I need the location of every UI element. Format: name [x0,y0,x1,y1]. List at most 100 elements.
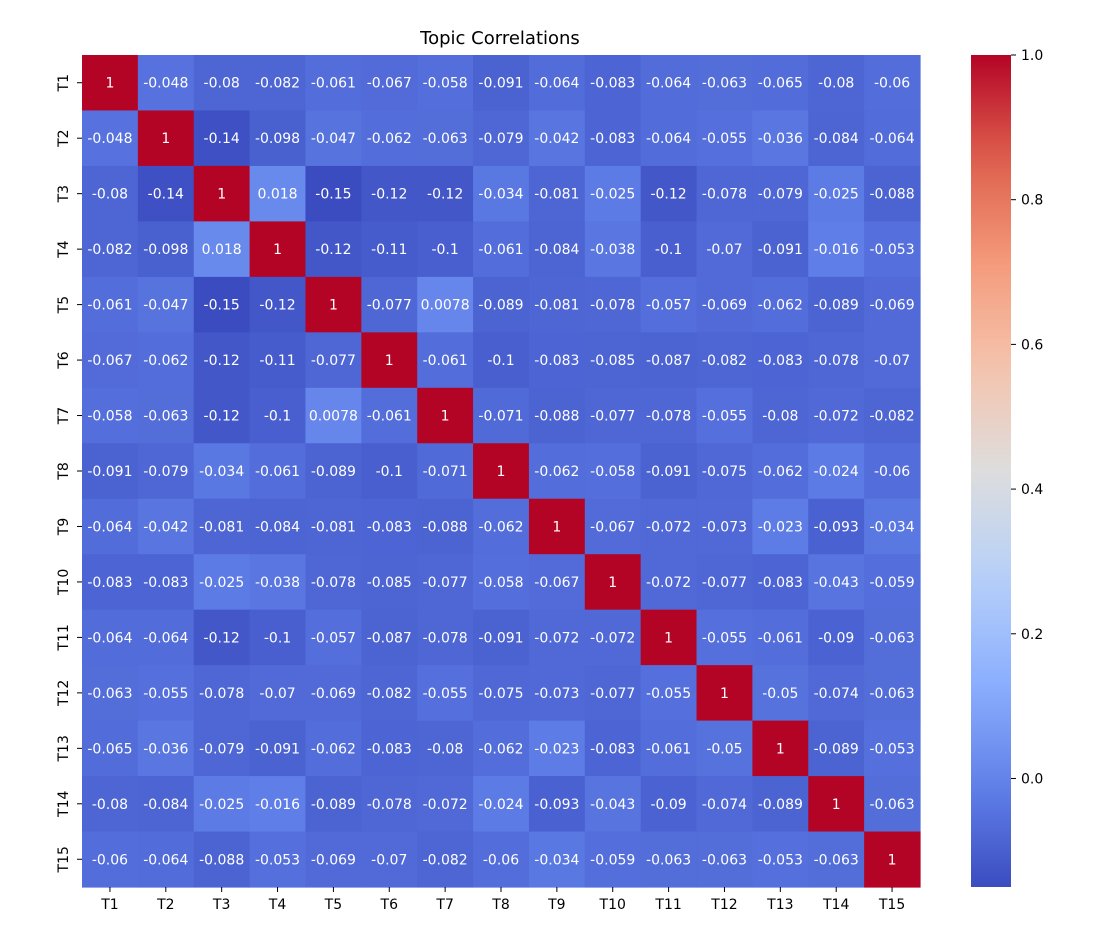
cell-value-label: 1 [161,131,170,147]
heatmap-cell [249,609,307,666]
heatmap-cell [584,831,642,888]
heatmap-cell [361,387,418,444]
cell-value-label: -0.069 [702,298,747,314]
y-tick-label: T14 [56,791,72,818]
cell-value-label: -0.079 [199,741,244,757]
heatmap-cell [82,276,139,333]
heatmap-cell [305,720,362,777]
cell-value-label: -0.058 [478,575,523,591]
cell-value-label: -0.098 [143,242,188,258]
cell-value-label: -0.083 [367,741,412,757]
heatmap-cell [137,110,195,167]
heatmap-cell [361,554,418,611]
cell-value-label: -0.023 [534,741,579,757]
cell-value-label: -0.064 [87,630,132,646]
cell-value-label: -0.064 [143,852,188,868]
heatmap-cell [864,498,921,555]
heatmap-cell [696,332,753,389]
heatmap-cell [864,609,921,666]
heatmap-cell [808,665,865,722]
cell-value-label: -0.12 [204,409,240,425]
cell-value-label: -0.061 [758,630,803,646]
heatmap-cell [640,443,698,500]
cell-value-label: -0.047 [143,298,188,314]
cell-value-label: -0.075 [478,686,523,702]
cell-value-label: -0.057 [311,630,356,646]
cell-value-label: -0.08 [204,76,240,92]
cell-value-label: -0.07 [259,686,295,702]
cell-value-label: -0.1 [487,353,514,369]
cell-value-label: -0.082 [423,852,468,868]
cell-value-label: -0.082 [367,686,412,702]
heatmap-cell [137,165,195,222]
x-tick-label: T4 [268,897,287,913]
cell-value-label: 0.0078 [421,298,470,314]
x-tick-label: T12 [710,897,737,913]
cell-value-label: -0.055 [143,686,188,702]
cell-value-label: -0.15 [315,187,351,203]
heatmap-cell [193,110,251,167]
heatmap-cell [808,720,865,777]
heatmap-cell [361,831,418,888]
heatmap-cell [696,720,753,777]
cell-value-label: -0.06 [874,464,910,480]
heatmap-cell [808,55,865,112]
cell-value-label: -0.091 [255,741,300,757]
cell-value-label: -0.078 [199,686,244,702]
cell-value-label: -0.078 [311,575,356,591]
cell-value-label: -0.067 [590,519,635,535]
cell-value-label: 1 [105,76,114,92]
cell-value-label: -0.1 [431,242,458,258]
heatmap-cell [137,720,195,777]
cell-value-label: -0.073 [702,519,747,535]
cell-value-label: -0.1 [655,242,682,258]
heatmap-cell [417,776,474,833]
cell-value-label: -0.08 [427,741,463,757]
cell-value-label: -0.053 [758,852,803,868]
cell-value-label: -0.072 [534,630,579,646]
cell-value-label: -0.063 [423,131,468,147]
cell-value-label: -0.069 [311,852,356,868]
heatmap-cell [417,609,474,666]
cell-value-label: -0.077 [423,575,468,591]
cell-value-label: -0.072 [590,630,635,646]
cell-value-label: -0.063 [143,409,188,425]
heatmap-cell [696,609,753,666]
heatmap-cell [193,665,251,722]
colorbar-tick-label: 0.6 [1021,337,1043,353]
cell-value-label: -0.062 [367,131,412,147]
cell-value-label: -0.025 [590,187,635,203]
cell-value-label: -0.08 [762,409,798,425]
cell-value-label: -0.08 [92,187,128,203]
heatmap-cell [82,831,139,888]
heatmap-cell [82,221,139,278]
cell-value-label: -0.069 [869,298,914,314]
cell-value-label: -0.053 [869,242,914,258]
cell-value-label: -0.078 [646,409,691,425]
cell-value-label: -0.09 [818,630,854,646]
y-tick-label: T1 [56,74,72,92]
cell-value-label: -0.11 [371,242,407,258]
heatmap-cell [473,831,530,888]
y-tick-label: T7 [56,407,72,425]
heatmap-cell [528,221,586,278]
heatmap-cell [864,554,921,611]
x-tick-label: T9 [547,897,565,913]
cell-value-label: -0.047 [311,131,356,147]
heatmap-cell [361,443,418,500]
x-tick-label: T5 [324,897,342,913]
heatmap-cell [808,276,865,333]
heatmap-cell [864,831,921,888]
cell-value-label: -0.064 [143,630,188,646]
heatmap-cell [193,609,251,666]
heatmap-cell [752,498,809,555]
heatmap-cell [808,110,865,167]
heatmap-cell [417,110,474,167]
y-tick-label: T8 [56,462,72,480]
cell-value-label: -0.062 [758,464,803,480]
heatmap-cell [361,609,418,666]
cell-value-label: -0.038 [255,575,300,591]
heatmap-cell [137,609,195,666]
cell-value-label: -0.058 [87,409,132,425]
